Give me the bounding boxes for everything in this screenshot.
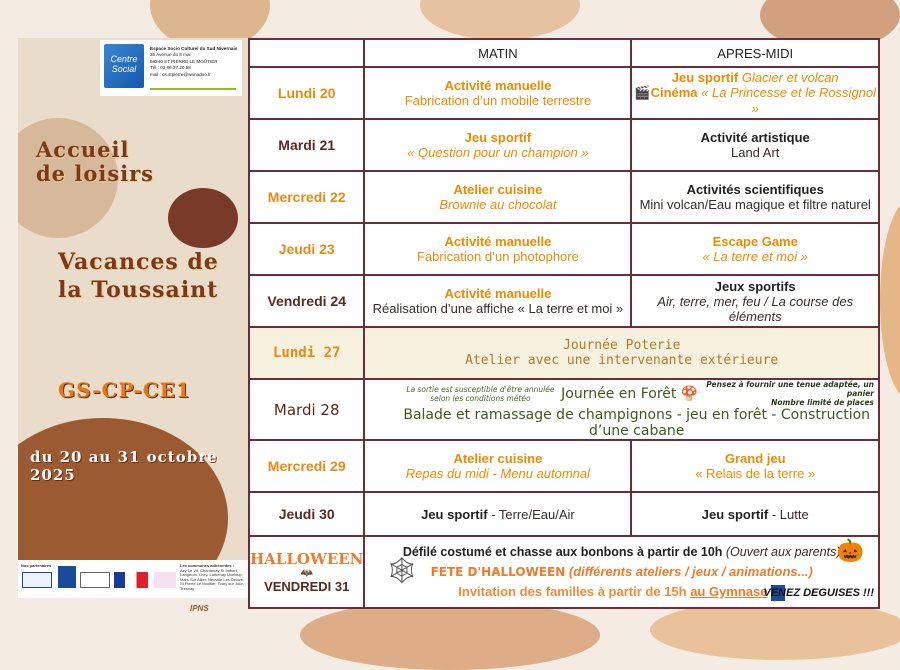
gymnasium-icon <box>771 584 786 601</box>
weather-note: La sortie est susceptible d'être annulée… <box>406 384 555 403</box>
afternoon-title: Escape Game <box>712 234 798 249</box>
partners-strip: Nos partenaires Les communes adhérentes … <box>18 560 248 598</box>
poster-title: Accueil de loisirs <box>36 137 155 186</box>
afternoon-title: Jeu sportif <box>671 70 739 85</box>
centre-social-logo: Centre Social <box>104 44 144 88</box>
communes-logo <box>154 572 176 588</box>
day-label: Lundi 20 <box>247 66 366 120</box>
communes-label: Les communes adhérentes : <box>180 563 235 568</box>
table-row: Mercredi 22 Atelier cuisine Brownie au ch… <box>247 170 880 224</box>
communes-list: Azy Le Vif, Chantenay St Imbert, Langero… <box>180 567 245 591</box>
day-label: Jeudi 30 <box>247 491 366 537</box>
morning-detail: - Terre/Eau/Air <box>487 506 575 522</box>
header-row: MATIN APRES-MIDI <box>247 38 880 68</box>
afternoon-title: Jeux sportifs <box>714 278 796 294</box>
morning-detail: Fabrication d’un photophore <box>416 249 579 264</box>
day-label: VENDREDI 31 <box>264 579 350 594</box>
table-row: HALLOWEEN 🦇 VENDREDI 31 Défilé costumé e… <box>247 535 880 609</box>
afternoon-title: Activité artistique <box>700 130 810 145</box>
table-row: Jeudi 23 Activité manuelle Fabrication d’… <box>247 222 880 276</box>
logo-text: Centre Social <box>110 54 138 74</box>
morning-detail: Brownie au chocolat <box>439 197 557 212</box>
halloween-party-title: FETE D'HALLOWEEN <box>430 565 566 579</box>
table-row: Lundi 20 Activité manuelle Fabrication d’… <box>247 66 880 120</box>
afternoon-title-detail: Glacier et volcan <box>741 70 839 85</box>
day-label: Lundi 27 <box>247 326 366 380</box>
morning-title: Activité manuelle <box>444 234 552 249</box>
morning-title: Jeu sportif <box>421 506 488 522</box>
date-range: du 20 au 31 octobre 2025 <box>30 448 218 484</box>
afternoon-title: Jeu sportif <box>701 506 769 522</box>
clapperboard-icon: 🎬 <box>634 85 651 100</box>
parade-text: Défilé costumé et chasse aux bonbons à p… <box>402 545 723 559</box>
table-row: Mercredi 29 Atelier cuisine Repas du midi… <box>247 439 880 493</box>
org-city: 58240 ST PIERRE LE MOÛTIER <box>150 58 218 64</box>
morning-detail: Réalisation d’une affiche « La terre et … <box>372 301 624 316</box>
day-label: Mardi 21 <box>247 118 366 172</box>
poster-side-panel: Centre Social Espace Socio Culturel du S… <box>18 38 248 598</box>
organization-card: Centre Social Espace Socio Culturel du S… <box>100 40 242 96</box>
afternoon-detail: Mini volcan/Eau magique et filtre nature… <box>639 197 871 212</box>
poster-subtitle: Vacances de la Toussaint <box>58 249 219 303</box>
halloween-party-detail: (différents ateliers / jeux / animations… <box>568 564 813 579</box>
parade-note: (Ouvert aux parents) <box>725 545 841 559</box>
day-label: Mercredi 22 <box>247 170 366 224</box>
afternoon-detail: - Lutte <box>768 506 809 522</box>
day-label: Vendredi 24 <box>247 274 366 328</box>
morning-title: Atelier cuisine <box>453 451 543 466</box>
morning-detail: « Question pour un champion » <box>407 145 589 160</box>
pottery-detail: Atelier avec une intervenante extérieure <box>465 353 779 368</box>
nievre-logo <box>80 572 110 588</box>
schedule-table: MATIN APRES-MIDI Lundi 20 Activité manue… <box>247 38 880 609</box>
table-row: Lundi 27 Journée Poterie Atelier avec une… <box>247 326 880 380</box>
morning-title: Activité manuelle <box>444 286 552 301</box>
morning-title: Atelier cuisine <box>453 182 543 197</box>
partners-label: Nos partenaires <box>21 563 52 568</box>
equipment-note: Pensez à fournir une tenue adaptée, un p… <box>706 380 874 398</box>
partner-logo <box>22 572 52 588</box>
afternoon-detail: « Relais de la terre » <box>695 466 816 481</box>
afternoon-title: Activités scientifiques <box>686 182 824 197</box>
ipns-label: IPNS <box>190 604 209 613</box>
header-morning: MATIN <box>363 38 633 68</box>
org-phone: Tél : 03.86.37.20.58 <box>150 65 191 71</box>
table-row: Mardi 21 Jeu sportif « Question pour un c… <box>247 118 880 172</box>
forest-day-detail: Balade et ramassage de champignons - jeu… <box>403 407 871 439</box>
places-note: Nombre limité de places <box>771 398 874 407</box>
gymnasium-location: au Gymnase <box>690 584 768 599</box>
afternoon-detail-title: « La Princesse et le Rossignol » <box>701 85 877 116</box>
morning-detail: Repas du midi - Menu automnal <box>405 466 591 481</box>
afternoon-detail: Cinéma <box>650 85 698 100</box>
afternoon-detail: Land Art <box>730 145 780 160</box>
bat-icon: 🦇 <box>300 568 313 579</box>
org-address: 35 Avenue du 8 mai <box>150 52 191 58</box>
day-label: Mercredi 29 <box>247 439 366 493</box>
afternoon-detail: Air, terre, mer, feu / La course des élé… <box>657 293 854 324</box>
afternoon-title: Grand jeu <box>724 451 786 466</box>
day-label: Mardi 28 <box>247 378 366 441</box>
table-row: Mardi 28 La sortie est susceptible d'êtr… <box>247 378 880 441</box>
afternoon-detail: « La terre et moi » <box>702 249 808 264</box>
spider-web-icon: 🕸 <box>385 555 419 585</box>
org-email: mail : cs.stpierre@wanadoo.fr <box>150 71 211 77</box>
costume-slogan: VENEZ DEGUISES !!! <box>763 587 874 599</box>
caf-logo <box>58 566 76 588</box>
forest-day-title: Journée en Forêt <box>561 385 677 402</box>
halloween-badge: HALLOWEEN <box>250 550 364 568</box>
morning-title: Jeu sportif <box>464 130 532 145</box>
forest-icon: 🍄 <box>680 385 699 402</box>
morning-detail: Fabrication d’un mobile terrestre <box>404 93 592 108</box>
republique-logo <box>114 572 148 588</box>
header-afternoon: APRES-MIDI <box>630 38 880 68</box>
pumpkin-icon: 🎃 <box>836 538 864 563</box>
morning-title: Activité manuelle <box>444 78 552 93</box>
header-day <box>247 38 366 68</box>
pottery-title: Journée Poterie <box>563 338 681 353</box>
day-label: Jeudi 23 <box>247 222 366 276</box>
table-row: Vendredi 24 Activité manuelle Réalisation… <box>247 274 880 328</box>
org-name: Espace Socio Culturel du Sud Nivernais <box>150 46 238 51</box>
family-invite: Invitation des familles à partir de 15h <box>458 584 687 599</box>
table-row: Jeudi 30 Jeu sportif - Terre/Eau/Air Jeu… <box>247 491 880 537</box>
age-level: GS-CP-CE1 <box>58 378 191 402</box>
